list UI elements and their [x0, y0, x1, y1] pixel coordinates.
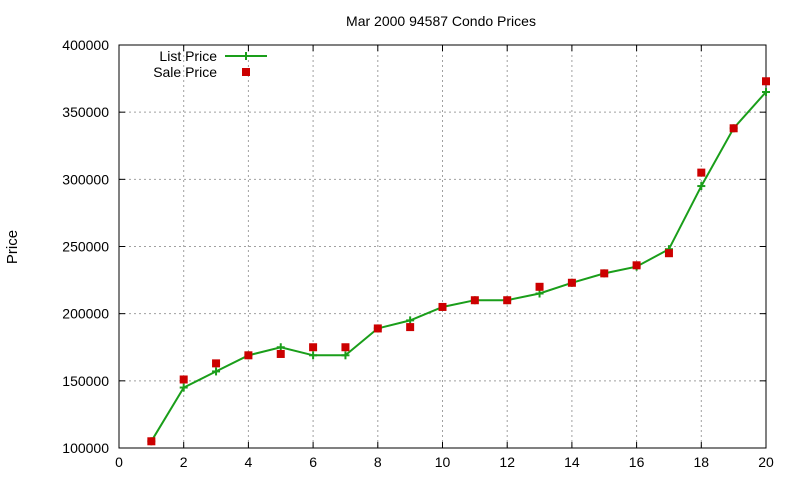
list-price-point — [697, 182, 706, 191]
x-tick-label: 14 — [564, 454, 580, 470]
legend-label: List Price — [159, 48, 217, 64]
y-tick-label: 250000 — [62, 239, 109, 255]
sale-price-point — [179, 375, 188, 384]
plot-area — [147, 77, 770, 446]
list-price-point — [406, 316, 415, 325]
series-list-price — [147, 88, 770, 446]
y-tick-label: 350000 — [62, 104, 109, 120]
sale-price-point — [664, 249, 673, 258]
y-tick-label: 100000 — [62, 440, 109, 456]
x-tick-label: 2 — [180, 454, 188, 470]
x-tick-label: 18 — [694, 454, 710, 470]
chart-title: Mar 2000 94587 Condo Prices — [346, 13, 536, 29]
x-tick-label: 4 — [245, 454, 253, 470]
grid — [119, 45, 766, 448]
sale-price-point — [406, 323, 415, 332]
y-tick-label: 400000 — [62, 37, 109, 53]
sale-price-point — [341, 343, 350, 352]
x-tick-label: 20 — [758, 454, 774, 470]
sale-price-point — [632, 261, 641, 270]
list-price-point — [309, 351, 318, 360]
y-tick-label: 150000 — [62, 373, 109, 389]
sale-price-point — [600, 269, 609, 278]
list-price-point — [212, 367, 221, 376]
sale-price-point — [503, 296, 512, 305]
x-tick-label: 12 — [499, 454, 515, 470]
sale-price-point — [276, 349, 285, 358]
series-sale-price — [147, 77, 770, 446]
sale-price-point — [535, 282, 544, 291]
x-tick-label: 8 — [374, 454, 382, 470]
sale-price-point — [244, 351, 253, 360]
legend-marker — [242, 68, 250, 76]
legend-label: Sale Price — [153, 64, 217, 80]
list-price-point — [341, 351, 350, 360]
list-price-point — [179, 383, 188, 392]
y-tick-label: 300000 — [62, 171, 109, 187]
x-tick-label: 16 — [629, 454, 645, 470]
x-tick-label: 10 — [435, 454, 451, 470]
y-tick-label: 200000 — [62, 306, 109, 322]
list-price-point — [762, 88, 770, 97]
sale-price-point — [309, 343, 318, 352]
sale-price-point — [438, 302, 447, 311]
y-axis-label: Price — [4, 230, 21, 264]
legend-marker — [242, 52, 250, 60]
sale-price-point — [762, 77, 770, 86]
list-price-point — [276, 343, 285, 352]
sale-price-point — [697, 168, 706, 177]
x-tick-label: 6 — [309, 454, 317, 470]
list-price-point — [535, 289, 544, 298]
axes: 0 2 4 6 8 10 12 14 16 18 20 100000 150000 200000 25000… — [62, 37, 774, 470]
sale-price-point — [567, 278, 576, 287]
sale-price-point — [729, 124, 738, 133]
x-tick-label: 0 — [115, 454, 123, 470]
sale-price-point — [147, 437, 156, 446]
sale-price-point — [470, 296, 479, 305]
sale-price-point — [212, 359, 221, 368]
sale-price-point — [373, 324, 382, 333]
series-line — [150, 91, 767, 442]
